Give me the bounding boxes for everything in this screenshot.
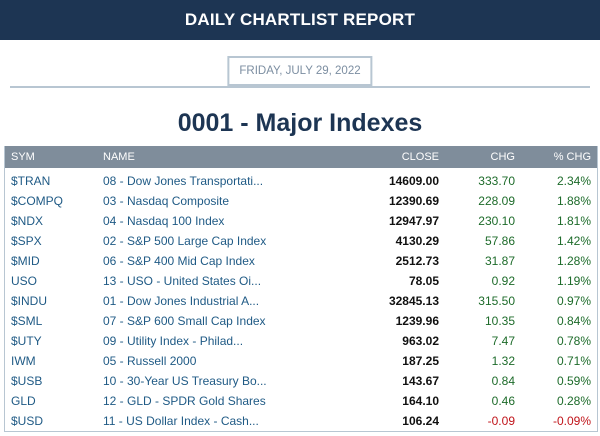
table-row[interactable]: $USD 11 - US Dollar Index - Cash... 106.24… — [5, 411, 597, 431]
percent-change-value: 0.59% — [556, 374, 591, 388]
change-value: 315.50 — [478, 294, 515, 308]
name-link[interactable]: 08 - Dow Jones Transportati... — [103, 174, 264, 188]
change-value: 333.70 — [478, 174, 515, 188]
name-link[interactable]: 09 - Utility Index - Philad... — [103, 334, 244, 348]
table-row[interactable]: IWM 05 - Russell 2000 187.25 1.32 0.71% — [5, 351, 597, 371]
change-value: 228.09 — [478, 194, 515, 208]
report-banner: DAILY CHARTLIST REPORT — [0, 0, 600, 40]
symbol-link[interactable]: $UTY — [11, 334, 42, 348]
banner-title: DAILY CHARTLIST REPORT — [184, 10, 416, 29]
name-link[interactable]: 06 - S&P 400 Mid Cap Index — [103, 254, 255, 268]
close-value: 143.67 — [402, 374, 439, 388]
change-value: 0.46 — [491, 394, 515, 408]
symbol-link[interactable]: $NDX — [11, 214, 44, 228]
report-date: FRIDAY, JULY 29, 2022 — [227, 56, 373, 86]
symbol-link[interactable]: $SPX — [11, 234, 42, 248]
change-value: 10.35 — [484, 314, 515, 328]
column-header-pct-chg[interactable]: % CHG — [553, 151, 591, 163]
close-value: 32845.13 — [388, 294, 439, 308]
chartlist-table: SYM NAME CLOSE CHG % CHG $TRAN 08 - Dow J… — [5, 146, 597, 431]
change-value: 0.84 — [491, 374, 515, 388]
name-link[interactable]: 07 - S&P 600 Small Cap Index — [103, 314, 266, 328]
table-body: $TRAN 08 - Dow Jones Transportati... 14609… — [5, 168, 597, 431]
close-value: 106.24 — [402, 414, 439, 428]
change-value: -0.09 — [487, 414, 515, 428]
chartlist-title: 0001 - Major Indexes — [177, 109, 423, 137]
column-header-name[interactable]: NAME — [103, 151, 135, 163]
symbol-link[interactable]: $MID — [11, 254, 40, 268]
table-row[interactable]: $TRAN 08 - Dow Jones Transportati... 14609… — [5, 168, 597, 191]
symbol-link[interactable]: USO — [11, 274, 38, 288]
percent-change-value: 0.84% — [556, 314, 591, 328]
column-header-sym[interactable]: SYM — [11, 151, 35, 163]
close-value: 1239.96 — [395, 314, 439, 328]
percent-change-value: 0.97% — [556, 294, 591, 308]
name-link[interactable]: 05 - Russell 2000 — [103, 354, 197, 368]
change-value: 57.86 — [484, 234, 515, 248]
symbol-link[interactable]: $USB — [11, 374, 43, 388]
percent-change-value: 0.71% — [556, 354, 591, 368]
percent-change-value: 0.28% — [556, 394, 591, 408]
table-row[interactable]: USO 13 - USO - United States Oi... 78.05 0.… — [5, 271, 597, 291]
table-row[interactable]: $INDU 01 - Dow Jones Industrial A... 32845… — [5, 291, 597, 311]
column-header-close[interactable]: CLOSE — [401, 151, 439, 163]
close-value: 12947.97 — [388, 214, 439, 228]
symbol-link[interactable]: GLD — [11, 394, 36, 408]
symbol-link[interactable]: $SML — [11, 314, 43, 328]
change-value: 7.47 — [491, 334, 515, 348]
table-row[interactable]: $NDX 04 - Nasdaq 100 Index 12947.97 230.10 1… — [5, 211, 597, 231]
close-value: 4130.29 — [395, 234, 439, 248]
percent-change-value: 1.81% — [556, 214, 591, 228]
change-value: 1.32 — [491, 354, 515, 368]
name-link[interactable]: 10 - 30-Year US Treasury Bo... — [103, 374, 267, 388]
table-row[interactable]: GLD 12 - GLD - SPDR Gold Shares 164.10 0.46… — [5, 391, 597, 411]
percent-change-value: 2.34% — [556, 174, 591, 188]
name-link[interactable]: 13 - USO - United States Oi... — [103, 274, 262, 288]
table-row[interactable]: $COMPQ 03 - Nasdaq Composite 12390.69 228.0… — [5, 191, 597, 211]
change-value: 31.87 — [484, 254, 515, 268]
table-row[interactable]: $USB 10 - 30-Year US Treasury Bo... 143.67… — [5, 371, 597, 391]
date-divider — [10, 86, 590, 88]
percent-change-value: 0.78% — [556, 334, 591, 348]
date-section: FRIDAY, JULY 29, 2022 — [0, 56, 600, 88]
name-link[interactable]: 04 - Nasdaq 100 Index — [103, 214, 225, 228]
percent-change-value: -0.09% — [552, 414, 591, 428]
name-link[interactable]: 12 - GLD - SPDR Gold Shares — [103, 394, 266, 408]
close-value: 164.10 — [402, 394, 439, 408]
close-value: 78.05 — [408, 274, 439, 288]
name-link[interactable]: 02 - S&P 500 Large Cap Index — [103, 234, 267, 248]
percent-change-value: 1.42% — [556, 234, 591, 248]
percent-change-value: 1.28% — [556, 254, 591, 268]
chartlist-table-container: SYM NAME CLOSE CHG % CHG $TRAN 08 - Dow J… — [4, 146, 598, 432]
change-value: 230.10 — [478, 214, 515, 228]
table-row[interactable]: $UTY 09 - Utility Index - Philad... 963.02… — [5, 331, 597, 351]
name-link[interactable]: 01 - Dow Jones Industrial A... — [103, 294, 260, 308]
symbol-link[interactable]: IWM — [11, 354, 36, 368]
close-value: 963.02 — [402, 334, 439, 348]
symbol-link[interactable]: $COMPQ — [11, 194, 64, 208]
change-value: 0.92 — [491, 274, 515, 288]
name-link[interactable]: 03 - Nasdaq Composite — [103, 194, 230, 208]
symbol-link[interactable]: $TRAN — [11, 174, 51, 188]
close-value: 2512.73 — [395, 254, 439, 268]
column-header-chg[interactable]: CHG — [490, 151, 515, 163]
table-row[interactable]: $SML 07 - S&P 600 Small Cap Index 1239.96 1… — [5, 311, 597, 331]
close-value: 187.25 — [402, 354, 439, 368]
table-row[interactable]: $SPX 02 - S&P 500 Large Cap Index 4130.29 5… — [5, 231, 597, 251]
close-value: 12390.69 — [388, 194, 439, 208]
symbol-link[interactable]: $INDU — [11, 294, 48, 308]
percent-change-value: 1.19% — [556, 274, 591, 288]
percent-change-value: 1.88% — [556, 194, 591, 208]
close-value: 14609.00 — [388, 174, 439, 188]
name-link[interactable]: 11 - US Dollar Index - Cash... — [103, 414, 259, 428]
symbol-link[interactable]: $USD — [11, 414, 44, 428]
table-header-row: SYM NAME CLOSE CHG % CHG — [5, 146, 597, 168]
table-row[interactable]: $MID 06 - S&P 400 Mid Cap Index 2512.73 31.… — [5, 251, 597, 271]
